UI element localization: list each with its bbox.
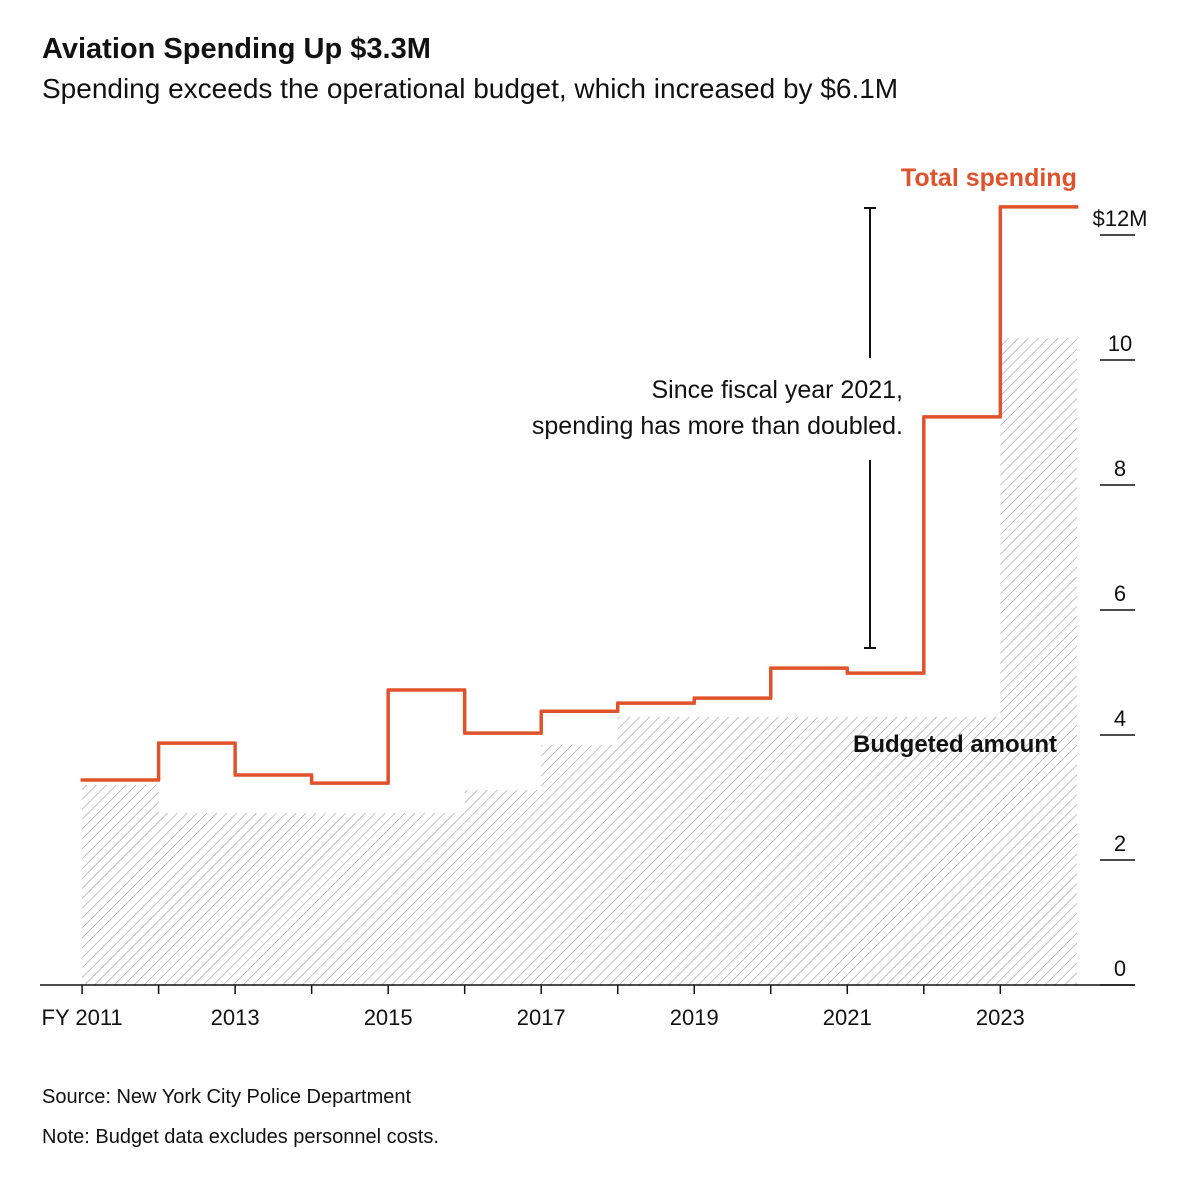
plot: Budgeted amount Total spending FY 2011 2013… bbox=[40, 164, 1148, 1030]
budget-bar bbox=[82, 785, 159, 985]
x-tick-label: FY 2011 bbox=[42, 1005, 123, 1030]
y-tick-label: 10 bbox=[1108, 331, 1132, 356]
budget-bar bbox=[1000, 338, 1077, 985]
x-tick-label: 2023 bbox=[976, 1005, 1025, 1030]
budget-bar bbox=[694, 716, 771, 985]
chart-subtitle: Spending exceeds the operational budget,… bbox=[42, 73, 898, 104]
x-tick-label: 2015 bbox=[364, 1005, 413, 1030]
note: Note: Budget data excludes personnel cos… bbox=[42, 1126, 439, 1148]
annotation: spending has more than doubled. bbox=[532, 412, 903, 440]
x-tick-label: 2019 bbox=[670, 1005, 719, 1030]
budget-bar bbox=[770, 716, 848, 985]
annotation: Since fiscal year 2021, bbox=[651, 376, 903, 404]
budget-bar bbox=[311, 813, 389, 985]
legend-label: Budgeted amount bbox=[853, 731, 1057, 758]
source: Source: New York City Police Department bbox=[42, 1086, 411, 1108]
budget-bar bbox=[388, 813, 465, 985]
budget-bar bbox=[847, 716, 924, 985]
x-tick-label: 2013 bbox=[211, 1005, 260, 1030]
budget-bar bbox=[464, 790, 542, 985]
y-tick-label: $12M bbox=[1092, 206, 1147, 231]
y-tick-label: 4 bbox=[1114, 706, 1126, 731]
budget-bar bbox=[235, 813, 312, 985]
x-tick-label: 2017 bbox=[517, 1005, 566, 1030]
chart-title: Aviation Spending Up $3.3M bbox=[42, 33, 431, 65]
budget-bar bbox=[158, 813, 236, 985]
x-tick-label: 2021 bbox=[823, 1005, 872, 1030]
budget-bar bbox=[541, 745, 618, 985]
y-tick-label: 2 bbox=[1114, 831, 1126, 856]
legend-label: Total spending bbox=[901, 164, 1077, 192]
y-tick-label: 6 bbox=[1114, 581, 1126, 606]
y-tick-label: 8 bbox=[1114, 456, 1126, 481]
budget-bar bbox=[923, 716, 1001, 985]
budget-bar bbox=[617, 716, 695, 985]
y-tick-label: 0 bbox=[1114, 956, 1126, 981]
